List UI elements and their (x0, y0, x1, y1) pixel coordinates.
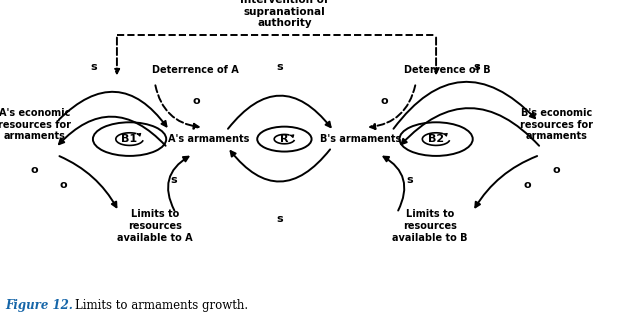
Text: s: s (277, 214, 283, 224)
Text: B's armaments: B's armaments (320, 134, 401, 144)
FancyArrowPatch shape (370, 85, 415, 129)
FancyArrowPatch shape (59, 92, 166, 127)
FancyArrowPatch shape (384, 156, 404, 211)
Text: Limits to
resources
available to A: Limits to resources available to A (117, 209, 193, 243)
FancyArrowPatch shape (59, 117, 166, 146)
Text: Limits to
resources
available to B: Limits to resources available to B (392, 209, 468, 243)
Text: Deterrence of A: Deterrence of A (152, 64, 238, 75)
Text: A's armaments: A's armaments (168, 134, 249, 144)
Text: R: R (280, 134, 289, 144)
Text: Intervention of
supranational
authority: Intervention of supranational authority (240, 0, 329, 28)
FancyArrowPatch shape (401, 108, 539, 146)
Text: o: o (31, 165, 39, 175)
FancyArrowPatch shape (114, 38, 119, 73)
Text: o: o (192, 96, 200, 107)
Text: Deterrence of B: Deterrence of B (404, 64, 491, 75)
FancyArrowPatch shape (394, 82, 535, 129)
Text: s: s (171, 175, 177, 185)
Text: o: o (380, 96, 388, 107)
FancyArrowPatch shape (434, 38, 439, 73)
Text: Limits to armaments growth.: Limits to armaments growth. (75, 299, 248, 312)
Text: B2: B2 (428, 134, 444, 144)
FancyArrowPatch shape (475, 156, 537, 207)
Text: o: o (552, 165, 560, 175)
FancyArrowPatch shape (228, 96, 331, 129)
FancyArrowPatch shape (155, 85, 198, 129)
Text: s: s (474, 62, 480, 72)
Text: B1: B1 (121, 134, 138, 144)
Text: A's economic
resources for
armaments: A's economic resources for armaments (0, 108, 71, 141)
FancyArrowPatch shape (168, 157, 188, 211)
Text: s: s (406, 175, 413, 185)
FancyArrowPatch shape (59, 156, 116, 207)
Text: s: s (90, 62, 97, 72)
Text: o: o (524, 180, 532, 191)
Text: Figure 12.: Figure 12. (5, 299, 73, 312)
Text: s: s (277, 62, 283, 72)
FancyArrowPatch shape (231, 149, 330, 182)
Text: o: o (59, 180, 67, 191)
Text: B's economic
resources for
armaments: B's economic resources for armaments (520, 108, 593, 141)
